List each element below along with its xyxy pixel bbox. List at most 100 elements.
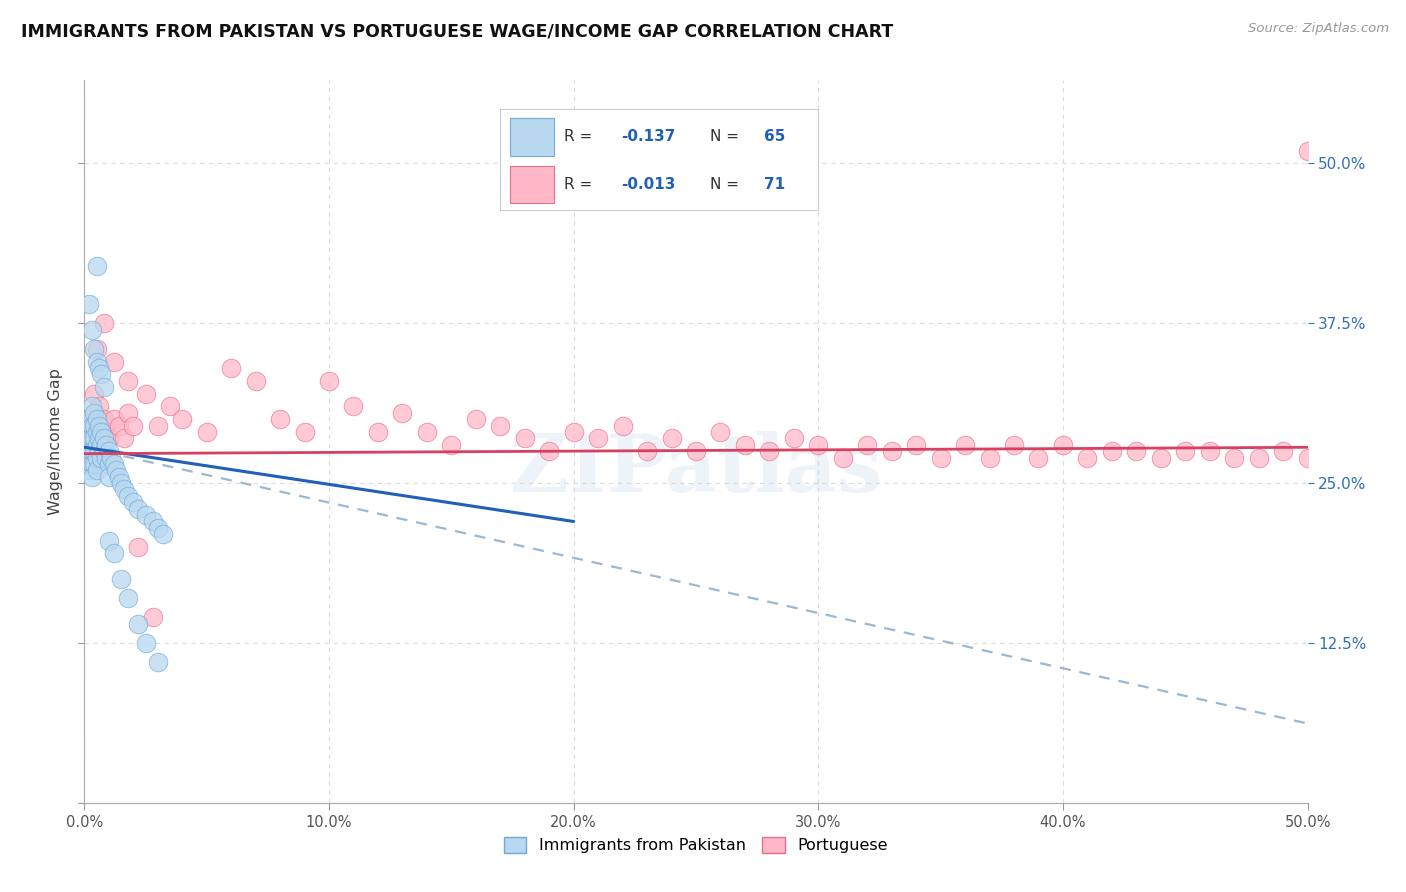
Point — [97, 444, 120, 458]
Point — [807, 438, 830, 452]
Point — [142, 515, 165, 529]
Point — [117, 406, 139, 420]
Point — [86, 438, 108, 452]
Point — [107, 469, 129, 483]
Point — [1174, 444, 1197, 458]
Point — [112, 431, 135, 445]
Point — [219, 361, 242, 376]
Point — [953, 438, 976, 452]
Legend: Immigrants from Pakistan, Portuguese: Immigrants from Pakistan, Portuguese — [498, 831, 894, 860]
Point — [86, 342, 108, 356]
Point — [636, 444, 658, 458]
Point — [76, 444, 98, 458]
Point — [80, 431, 103, 445]
Point — [117, 374, 139, 388]
Point — [880, 444, 903, 458]
Point — [86, 354, 108, 368]
Point — [77, 297, 100, 311]
Point — [83, 386, 105, 401]
Point — [1223, 450, 1246, 465]
Point — [80, 444, 103, 458]
Point — [440, 438, 463, 452]
Point — [905, 438, 928, 452]
Point — [127, 540, 149, 554]
Point — [77, 425, 100, 439]
Point — [127, 616, 149, 631]
Point — [1101, 444, 1123, 458]
Point — [96, 438, 118, 452]
Point — [87, 418, 110, 433]
Point — [318, 374, 340, 388]
Point — [294, 425, 316, 439]
Point — [416, 425, 439, 439]
Point — [83, 431, 105, 445]
Point — [783, 431, 806, 445]
Point — [127, 501, 149, 516]
Point — [97, 457, 120, 471]
Point — [245, 374, 267, 388]
Point — [538, 444, 561, 458]
Point — [77, 412, 100, 426]
Point — [87, 431, 110, 445]
Point — [83, 457, 105, 471]
Point — [103, 354, 125, 368]
Point — [80, 323, 103, 337]
Point — [90, 368, 112, 382]
Point — [93, 316, 115, 330]
Point — [122, 418, 145, 433]
Point — [100, 450, 122, 465]
Point — [367, 425, 389, 439]
Point — [152, 527, 174, 541]
Point — [1296, 450, 1319, 465]
Point — [489, 418, 512, 433]
Point — [1296, 144, 1319, 158]
Point — [86, 450, 108, 465]
Point — [76, 457, 98, 471]
Point — [1028, 450, 1050, 465]
Point — [1076, 450, 1098, 465]
Point — [76, 431, 98, 445]
Point — [709, 425, 731, 439]
Text: ZIPatlas: ZIPatlas — [510, 432, 882, 509]
Point — [1247, 450, 1270, 465]
Point — [93, 412, 115, 426]
Point — [86, 412, 108, 426]
Point — [105, 463, 128, 477]
Point — [107, 418, 129, 433]
Point — [979, 450, 1001, 465]
Point — [87, 361, 110, 376]
Point — [96, 450, 118, 465]
Point — [1052, 438, 1074, 452]
Point — [103, 546, 125, 560]
Point — [86, 463, 108, 477]
Point — [758, 444, 780, 458]
Point — [612, 418, 634, 433]
Point — [146, 521, 169, 535]
Point — [86, 425, 108, 439]
Point — [112, 483, 135, 497]
Y-axis label: Wage/Income Gap: Wage/Income Gap — [48, 368, 63, 515]
Point — [83, 418, 105, 433]
Point — [146, 655, 169, 669]
Point — [831, 450, 853, 465]
Point — [83, 342, 105, 356]
Point — [80, 418, 103, 433]
Point — [586, 431, 609, 445]
Point — [685, 444, 707, 458]
Point — [80, 469, 103, 483]
Point — [342, 400, 364, 414]
Point — [142, 610, 165, 624]
Point — [117, 489, 139, 503]
Text: Source: ZipAtlas.com: Source: ZipAtlas.com — [1249, 22, 1389, 36]
Point — [77, 438, 100, 452]
Point — [1002, 438, 1025, 452]
Point — [90, 438, 112, 452]
Point — [195, 425, 218, 439]
Point — [93, 444, 115, 458]
Point — [929, 450, 952, 465]
Point — [159, 400, 181, 414]
Point — [172, 412, 194, 426]
Point — [80, 457, 103, 471]
Point — [135, 508, 157, 522]
Point — [80, 400, 103, 414]
